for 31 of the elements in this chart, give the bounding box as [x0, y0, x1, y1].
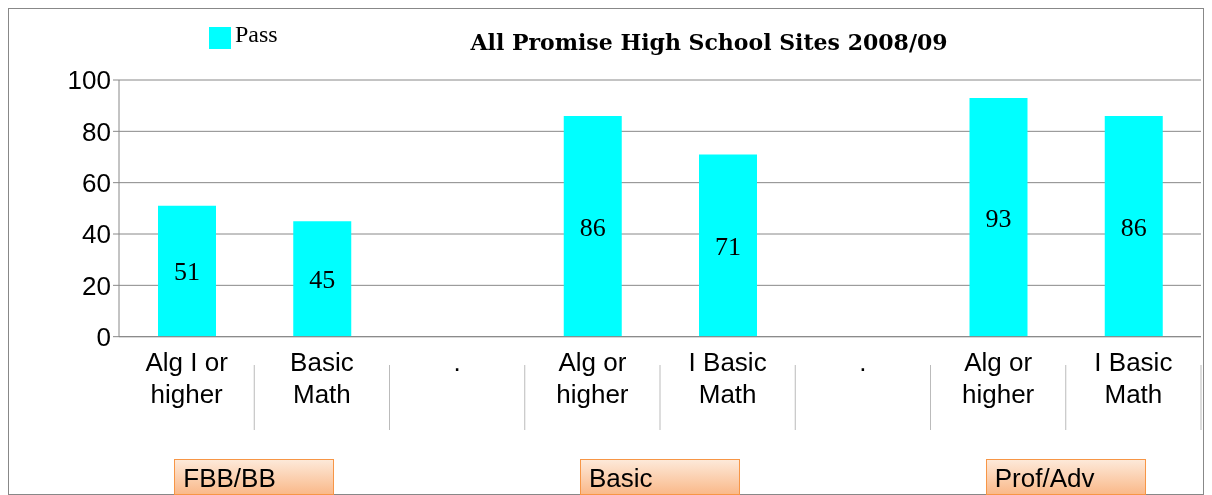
bar — [969, 97, 1028, 337]
bar — [699, 154, 757, 337]
data-label: 86 — [1120, 212, 1147, 242]
data-label: 45 — [309, 265, 336, 295]
x-tick-label: Alg or higher — [556, 346, 629, 409]
data-label: 71 — [715, 231, 741, 261]
x-tick-label: . — [453, 346, 461, 377]
text: Prof/Adv — [985, 459, 1146, 495]
x-tick-label: Alg or higher — [961, 346, 1035, 409]
y-tick-label: 100 — [67, 65, 111, 96]
chart-title: All Promise High School Sites 2008/09 — [469, 29, 949, 55]
bar — [293, 221, 352, 337]
y-tick-label: 60 — [82, 167, 111, 198]
y-tick-label: 40 — [82, 219, 111, 250]
data-label: 86 — [579, 212, 606, 242]
legend-label: Pass — [235, 21, 278, 47]
data-label: 51 — [174, 257, 200, 287]
data-label: 93 — [985, 203, 1012, 233]
x-tick-label: Alg I or higher — [145, 346, 229, 409]
x-tick-label: I Basic Math — [688, 346, 767, 409]
x-tick-label: Basic Math — [290, 346, 354, 409]
y-tick-label: 0 — [96, 321, 111, 352]
bar — [563, 115, 622, 337]
y-tick-label: 80 — [82, 116, 111, 147]
y-tick-label: 20 — [82, 270, 111, 301]
text: Basic — [580, 459, 740, 495]
x-tick-label: I Basic Math — [1094, 346, 1173, 409]
bar — [1104, 115, 1163, 337]
text: FBB/BB — [174, 459, 335, 495]
x-tick-label: . — [859, 346, 867, 377]
bar — [158, 205, 216, 337]
